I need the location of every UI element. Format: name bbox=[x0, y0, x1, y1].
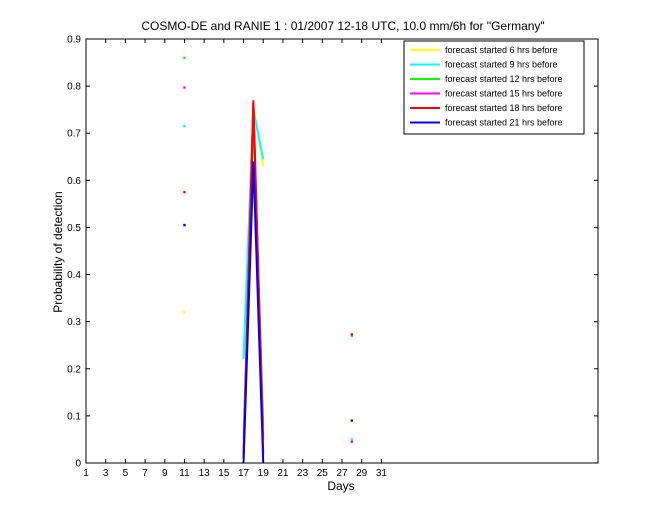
y-tick-label: 0.9 bbox=[67, 35, 81, 46]
y-tick-label: 0.7 bbox=[67, 129, 81, 140]
x-tick-label: 25 bbox=[317, 468, 329, 479]
series-point bbox=[350, 333, 354, 336]
y-tick-label: 0.5 bbox=[67, 223, 81, 234]
x-tick-label: 5 bbox=[123, 468, 129, 479]
x-tick-label: 29 bbox=[356, 468, 368, 479]
x-tick-label: 31 bbox=[376, 468, 388, 479]
x-axis: 1 3 5 7 9 11 13 15 17 19 21 23 25 27 29 31 bbox=[83, 39, 387, 479]
series-point bbox=[350, 334, 354, 337]
legend-box bbox=[403, 40, 585, 135]
x-tick-label: 21 bbox=[277, 468, 289, 479]
x-tick-label: 9 bbox=[162, 468, 168, 479]
y-tick-label: 0 bbox=[75, 459, 81, 470]
y-axis: 0 0.1 0.2 0.3 0.4 0.5 0.6 0.7 0.8 0.9 bbox=[67, 35, 598, 470]
series-point bbox=[183, 56, 186, 60]
series-6 bbox=[183, 161, 354, 464]
series-point bbox=[183, 223, 186, 227]
y-tick-label: 0.1 bbox=[67, 411, 81, 422]
x-tick-label: 7 bbox=[142, 468, 148, 479]
x-tick-label: 15 bbox=[218, 468, 230, 479]
series-point bbox=[350, 438, 354, 441]
legend-entry: forecast started 21 hrs before bbox=[445, 118, 563, 128]
series-point bbox=[183, 311, 186, 314]
series-layer bbox=[183, 56, 354, 464]
x-tick-label: 17 bbox=[238, 468, 250, 479]
x-tick-label: 3 bbox=[103, 468, 109, 479]
legend-entry: forecast started 18 hrs before bbox=[445, 103, 563, 113]
y-tick-label: 0.4 bbox=[67, 270, 81, 281]
x-tick-label: 13 bbox=[199, 468, 211, 479]
x-tick-label: 23 bbox=[297, 468, 309, 479]
legend-entry: forecast started 12 hrs before bbox=[445, 74, 563, 84]
y-tick-label: 0.6 bbox=[67, 176, 81, 187]
y-axis-label: Probability of detection bbox=[51, 191, 65, 312]
series-point bbox=[350, 440, 354, 443]
legend-entry: forecast started 9 hrs before bbox=[445, 60, 558, 70]
series-point bbox=[183, 86, 186, 89]
legend: forecast started 6 hrs before forecast st… bbox=[403, 40, 585, 135]
x-axis-label: Days bbox=[327, 479, 354, 493]
series-point bbox=[183, 190, 186, 194]
y-tick-label: 0.8 bbox=[67, 82, 81, 93]
series-point bbox=[350, 419, 354, 422]
series-point bbox=[183, 124, 186, 128]
legend-entry: forecast started 6 hrs before bbox=[445, 45, 558, 55]
x-tick-label: 1 bbox=[83, 468, 89, 479]
x-tick-label: 11 bbox=[179, 468, 190, 479]
x-tick-label: 27 bbox=[336, 468, 348, 479]
x-tick-label: 19 bbox=[258, 468, 270, 479]
y-tick-label: 0.2 bbox=[67, 364, 81, 375]
y-tick-label: 0.3 bbox=[67, 317, 81, 328]
chart-title: COSMO-DE and RANIE 1 : 01/2007 12-18 UTC… bbox=[141, 19, 544, 33]
series-line bbox=[242, 161, 265, 464]
legend-entry: forecast started 15 hrs before bbox=[445, 89, 563, 99]
